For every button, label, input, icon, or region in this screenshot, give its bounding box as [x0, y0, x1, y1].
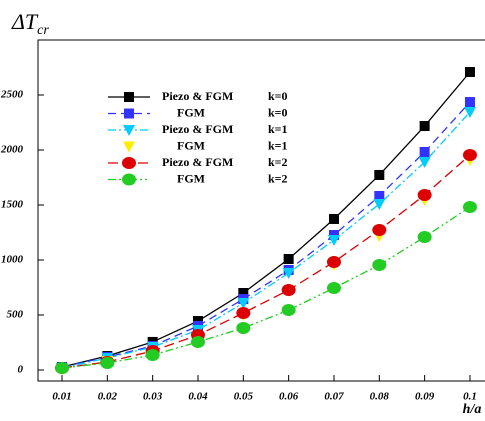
legend-item: Piezo & FGM k=2 [108, 155, 288, 169]
marker [238, 288, 249, 298]
series [57, 97, 475, 373]
marker [236, 321, 251, 334]
marker [281, 304, 296, 317]
legend-item: Piezo & FGM k=0 [108, 89, 288, 103]
marker [190, 335, 205, 348]
marker [463, 107, 476, 119]
marker [372, 223, 387, 236]
marker [419, 121, 430, 132]
marker [373, 199, 386, 211]
series-line [61, 101, 471, 368]
marker [122, 173, 136, 186]
marker [55, 362, 69, 375]
legend-item: FGM k=0 [108, 105, 288, 119]
legend-label: Piezo & FGM [162, 89, 233, 103]
x-tick-label: 0.02 [98, 391, 118, 403]
x-tick-label: 0.1 [463, 391, 477, 403]
legend-k: k=1 [268, 122, 288, 136]
x-tick-label: 0.05 [234, 391, 254, 403]
legend-label: Piezo & FGM [162, 155, 233, 169]
x-axis-label: h/a [463, 402, 482, 417]
series-line [61, 71, 471, 368]
marker [327, 234, 340, 246]
marker [282, 267, 295, 279]
marker [464, 67, 475, 78]
marker [417, 231, 432, 244]
marker [417, 188, 432, 201]
series-line [61, 111, 471, 369]
marker [328, 213, 339, 224]
chart-title: ΔTcr [11, 9, 49, 38]
legend-label: FGM [177, 105, 205, 119]
series-line [61, 154, 471, 369]
y-tick-label: 0 [18, 364, 24, 376]
marker [100, 356, 115, 369]
legend-k: k=0 [268, 89, 288, 103]
marker [326, 255, 341, 268]
marker [281, 284, 296, 297]
marker [326, 282, 341, 295]
series [56, 107, 476, 375]
x-tick-label: 0.01 [52, 391, 71, 403]
legend-label: FGM [177, 138, 205, 152]
x-tick-label: 0.09 [415, 391, 435, 403]
y-tick-label: 1000 [1, 254, 24, 266]
marker [374, 169, 385, 180]
legend-label: Piezo & FGM [162, 122, 233, 136]
y-tick-label: 500 [7, 309, 24, 321]
x-tick-label: 0.07 [324, 391, 344, 403]
marker [464, 97, 475, 108]
legend-item: FGM k=1 [123, 138, 288, 153]
legend-k: k=2 [268, 155, 288, 169]
marker [123, 125, 135, 136]
legend-k: k=2 [268, 171, 288, 185]
marker [418, 156, 431, 168]
x-tick-label: 0.06 [279, 391, 299, 403]
marker [462, 200, 477, 213]
series [57, 67, 475, 373]
legend-k: k=0 [268, 105, 288, 119]
marker [122, 157, 136, 169]
plot-frame [37, 39, 485, 382]
legend-item: Piezo & FGM k=1 [108, 122, 288, 136]
marker [123, 141, 135, 153]
marker [374, 190, 385, 201]
legend-item: FGM k=2 [108, 171, 288, 186]
legend-label: FGM [177, 171, 205, 185]
marker [419, 146, 430, 157]
y-tick-label: 1500 [1, 199, 24, 211]
legend-k: k=1 [268, 138, 288, 152]
marker [462, 148, 477, 161]
marker [145, 349, 160, 362]
marker [237, 298, 250, 310]
y-tick-label: 2500 [0, 89, 24, 101]
marker [124, 92, 134, 102]
series [55, 148, 477, 375]
series [55, 200, 477, 375]
marker [236, 307, 251, 320]
series [56, 155, 476, 376]
series-line [61, 206, 471, 369]
title-main: ΔT [11, 9, 39, 34]
x-tick-label: 0.08 [370, 391, 390, 403]
marker [283, 254, 294, 265]
marker [372, 258, 387, 271]
marker [124, 108, 134, 119]
y-tick-label: 2000 [0, 144, 24, 156]
title-sub: cr [37, 23, 49, 38]
x-tick-label: 0.04 [188, 391, 208, 403]
x-tick-label: 0.03 [143, 391, 163, 403]
